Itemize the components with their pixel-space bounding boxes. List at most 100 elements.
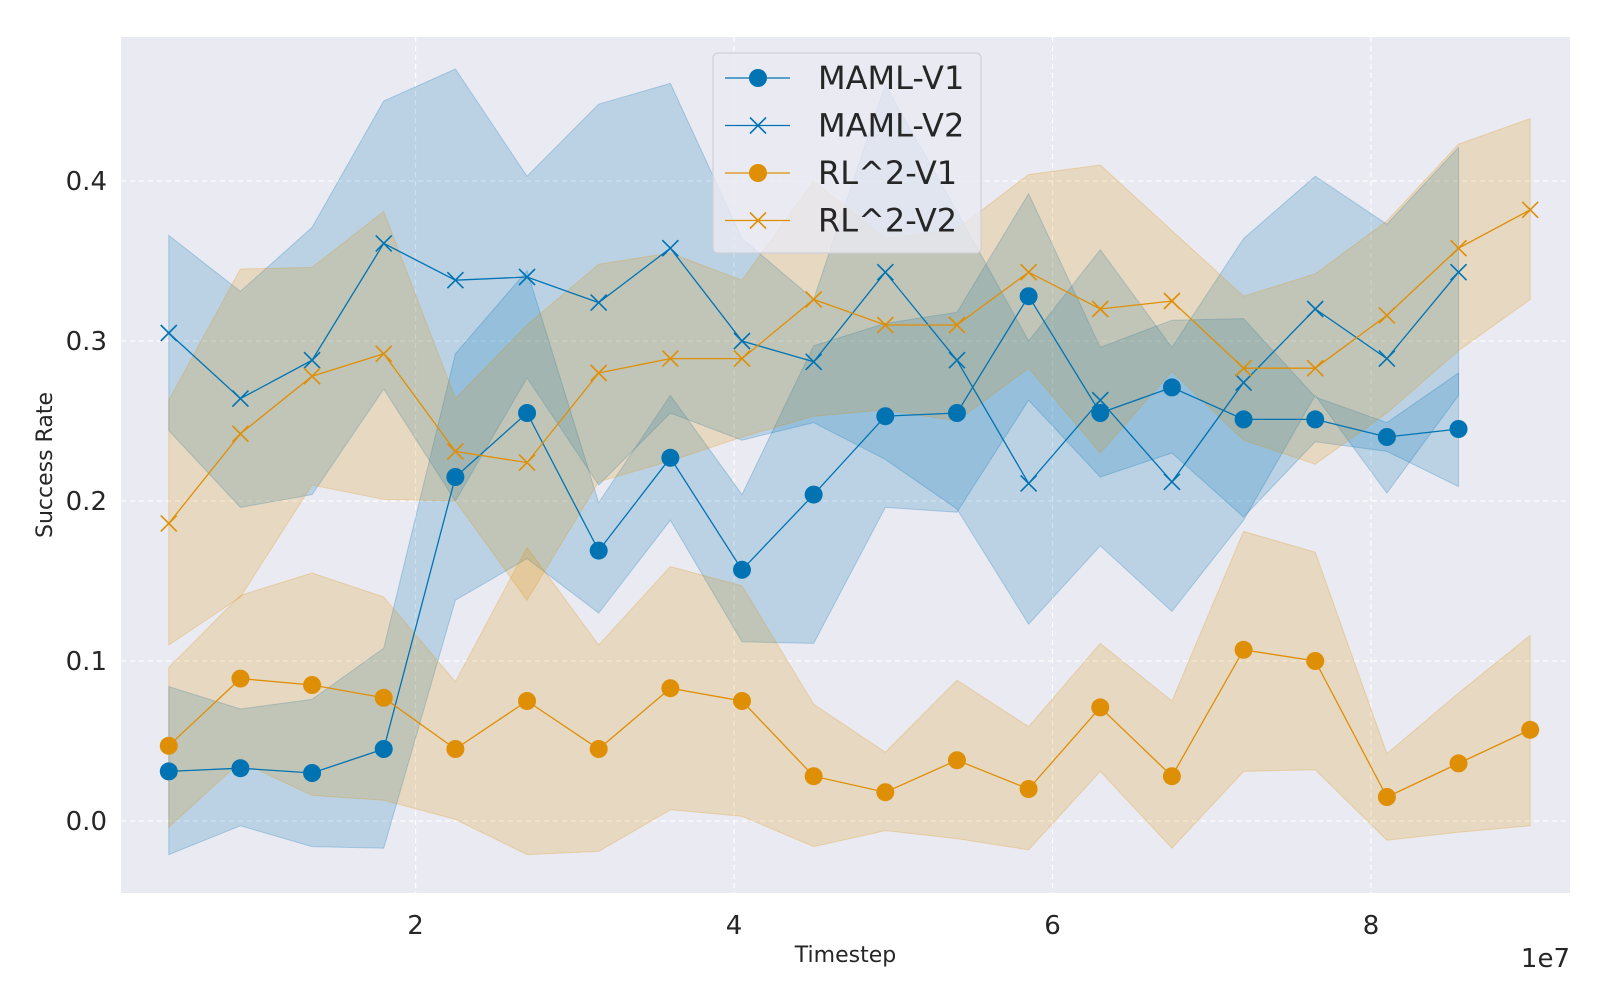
point-rl-2-v2 bbox=[1306, 359, 1324, 377]
line-rl-2-v1 bbox=[168, 649, 1531, 798]
series-markers bbox=[159, 201, 1540, 806]
x-tick-labels: 2 4 6 8 bbox=[407, 911, 1379, 941]
point-maml-v2 bbox=[1306, 300, 1324, 318]
point-maml-v2 bbox=[1235, 374, 1253, 392]
point-rl-2-v2 bbox=[805, 290, 823, 308]
point-maml-v2 bbox=[948, 351, 966, 369]
point-rl-2-v1 bbox=[231, 669, 250, 688]
legend-label-maml-v1: MAML-V1 bbox=[818, 59, 964, 97]
band-rl-2-v2 bbox=[168, 117, 1531, 646]
legend-marker-maml-v1 bbox=[749, 69, 767, 87]
point-maml-v2 bbox=[303, 351, 321, 369]
point-maml-v2 bbox=[661, 239, 679, 257]
point-maml-v1 bbox=[1234, 410, 1253, 429]
point-rl-2-v2 bbox=[446, 442, 464, 460]
point-rl-2-v1 bbox=[446, 740, 465, 758]
point-maml-v1 bbox=[1091, 404, 1110, 422]
x-axis-label: Timestep bbox=[794, 943, 896, 968]
point-rl-2-v2 bbox=[590, 364, 608, 382]
point-maml-v1 bbox=[589, 541, 608, 560]
point-rl-2-v2 bbox=[1378, 306, 1396, 324]
point-rl-2-v1 bbox=[303, 676, 322, 694]
point-maml-v1 bbox=[733, 560, 751, 579]
point-maml-v1 bbox=[1377, 428, 1396, 446]
point-rl-2-v2 bbox=[303, 367, 321, 385]
point-maml-v1 bbox=[804, 485, 823, 504]
legend-marker-maml-v2 bbox=[749, 116, 767, 135]
point-rl-2-v1 bbox=[1377, 788, 1396, 806]
y-tick-label: 0.0 bbox=[66, 807, 107, 837]
point-rl-2-v1 bbox=[589, 740, 608, 758]
point-rl-2-v1 bbox=[159, 736, 178, 755]
point-maml-v2 bbox=[1378, 350, 1396, 368]
legend-marker-rl-2-v1 bbox=[749, 164, 767, 182]
point-maml-v2 bbox=[1163, 473, 1181, 491]
band-maml-v2 bbox=[168, 68, 1460, 626]
point-maml-v1 bbox=[446, 468, 465, 486]
point-rl-2-v1 bbox=[947, 751, 966, 770]
point-maml-v1 bbox=[876, 407, 895, 426]
point-rl-2-v1 bbox=[518, 692, 537, 710]
x-tick-label: 4 bbox=[726, 911, 743, 941]
legend: MAML-V1 MAML-V2 RL^2-V1 RL^2-V2 bbox=[712, 52, 982, 254]
point-rl-2-v1 bbox=[661, 679, 680, 698]
point-maml-v2 bbox=[1091, 391, 1109, 409]
point-rl-2-v1 bbox=[1162, 767, 1181, 786]
point-maml-v2 bbox=[160, 324, 178, 342]
legend-marker-rl-2-v2 bbox=[749, 211, 767, 230]
point-rl-2-v2 bbox=[948, 316, 966, 334]
point-rl-2-v2 bbox=[231, 425, 249, 443]
x-tick-label: 2 bbox=[407, 911, 424, 941]
legend-label-rl-2-v1: RL^2-V1 bbox=[818, 154, 957, 192]
point-maml-v1 bbox=[1449, 420, 1468, 438]
x-tick-label: 6 bbox=[1044, 911, 1061, 941]
point-rl-2-v1 bbox=[1019, 780, 1038, 798]
point-rl-2-v1 bbox=[1449, 754, 1468, 773]
band-rl-2-v1 bbox=[168, 530, 1531, 856]
point-maml-v1 bbox=[303, 764, 322, 782]
point-maml-v1 bbox=[159, 762, 178, 781]
point-maml-v1 bbox=[518, 404, 537, 422]
point-rl-2-v2 bbox=[733, 350, 751, 368]
legend-frame bbox=[712, 52, 982, 254]
point-rl-2-v1 bbox=[1306, 652, 1325, 670]
point-maml-v1 bbox=[947, 404, 966, 422]
point-rl-2-v1 bbox=[1234, 640, 1253, 659]
point-rl-2-v2 bbox=[1091, 300, 1109, 318]
point-rl-2-v1 bbox=[733, 692, 751, 710]
legend-label-rl-2-v2: RL^2-V2 bbox=[818, 202, 957, 240]
point-rl-2-v1 bbox=[1521, 720, 1540, 739]
point-maml-v2 bbox=[375, 234, 393, 252]
point-rl-2-v2 bbox=[661, 350, 679, 368]
y-tick-label: 0.3 bbox=[66, 327, 107, 357]
point-rl-2-v2 bbox=[1521, 201, 1539, 219]
y-axis-label: Success Rate bbox=[33, 392, 58, 538]
point-maml-v1 bbox=[661, 448, 680, 467]
x-tick-label: 8 bbox=[1363, 911, 1380, 941]
y-tick-labels: 0.0 0.1 0.2 0.3 0.4 bbox=[66, 167, 107, 837]
line-rl-2-v2 bbox=[168, 209, 1531, 524]
point-maml-v2 bbox=[446, 271, 464, 289]
point-maml-v2 bbox=[1449, 263, 1468, 281]
confidence-bands bbox=[168, 68, 1531, 856]
point-rl-2-v2 bbox=[518, 454, 536, 472]
point-rl-2-v2 bbox=[375, 345, 393, 363]
point-rl-2-v1 bbox=[374, 688, 393, 707]
band-maml-v1 bbox=[168, 192, 1460, 856]
y-tick-label: 0.2 bbox=[66, 487, 107, 517]
point-maml-v2 bbox=[876, 263, 894, 281]
y-tick-label: 0.4 bbox=[66, 167, 107, 197]
point-rl-2-v2 bbox=[1449, 239, 1468, 257]
x-axis-offset-label: 1e7 bbox=[1521, 944, 1570, 974]
point-maml-v2 bbox=[733, 332, 751, 350]
point-rl-2-v1 bbox=[804, 767, 823, 786]
point-rl-2-v2 bbox=[876, 316, 894, 334]
point-rl-2-v2 bbox=[160, 514, 178, 532]
point-rl-2-v1 bbox=[1091, 698, 1110, 717]
point-maml-v2 bbox=[590, 294, 608, 312]
point-maml-v1 bbox=[1162, 378, 1181, 397]
point-rl-2-v1 bbox=[876, 783, 895, 802]
point-rl-2-v2 bbox=[1020, 263, 1038, 281]
point-rl-2-v2 bbox=[1163, 292, 1181, 310]
